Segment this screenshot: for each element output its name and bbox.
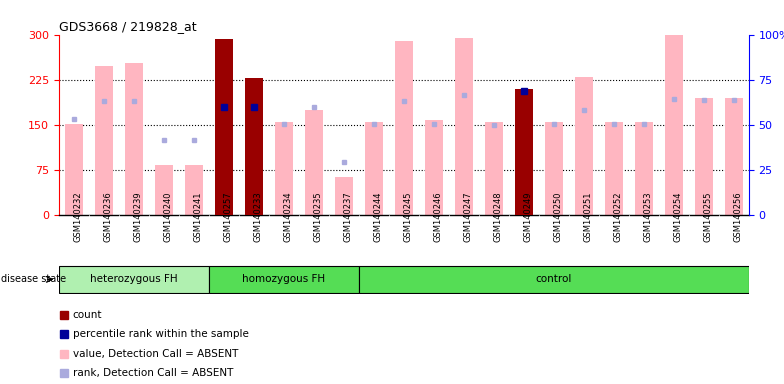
Text: heterozygous FH: heterozygous FH xyxy=(90,274,178,285)
Text: GSM140249: GSM140249 xyxy=(524,191,533,242)
Text: GSM140233: GSM140233 xyxy=(254,191,263,242)
Text: GSM140244: GSM140244 xyxy=(374,191,383,242)
Bar xyxy=(635,122,653,215)
Bar xyxy=(515,89,533,215)
Text: GSM140248: GSM140248 xyxy=(494,191,503,242)
Bar xyxy=(604,122,622,215)
Bar xyxy=(245,78,263,215)
Text: GSM140253: GSM140253 xyxy=(644,191,653,242)
Bar xyxy=(274,122,292,215)
Bar xyxy=(724,98,742,215)
Text: GSM140232: GSM140232 xyxy=(74,191,83,242)
Bar xyxy=(185,164,203,215)
Bar xyxy=(59,266,209,293)
Bar xyxy=(209,266,359,293)
Bar xyxy=(395,41,412,215)
Text: GSM140250: GSM140250 xyxy=(554,191,563,242)
Bar xyxy=(545,122,563,215)
Bar xyxy=(95,66,113,215)
Text: GSM140252: GSM140252 xyxy=(614,191,622,242)
Text: GSM140235: GSM140235 xyxy=(314,191,323,242)
Bar xyxy=(359,266,749,293)
Text: GSM140257: GSM140257 xyxy=(223,191,233,242)
Bar xyxy=(485,122,503,215)
Bar xyxy=(515,89,533,215)
Text: percentile rank within the sample: percentile rank within the sample xyxy=(73,329,249,339)
Text: GSM140254: GSM140254 xyxy=(673,191,683,242)
Text: GSM140247: GSM140247 xyxy=(464,191,473,242)
Text: homozygous FH: homozygous FH xyxy=(242,274,325,285)
Bar xyxy=(365,122,383,215)
Text: rank, Detection Call = ABSENT: rank, Detection Call = ABSENT xyxy=(73,368,233,378)
Bar xyxy=(125,63,143,215)
Bar xyxy=(245,78,263,215)
Text: GSM140251: GSM140251 xyxy=(584,191,593,242)
Text: GSM140245: GSM140245 xyxy=(404,191,412,242)
Text: count: count xyxy=(73,310,102,320)
Bar xyxy=(695,98,713,215)
Text: GSM140237: GSM140237 xyxy=(343,191,353,242)
Text: GSM140241: GSM140241 xyxy=(194,191,203,242)
Text: GSM140246: GSM140246 xyxy=(434,191,443,242)
Bar xyxy=(455,38,473,215)
Text: value, Detection Call = ABSENT: value, Detection Call = ABSENT xyxy=(73,349,238,359)
Bar xyxy=(215,40,233,215)
Bar xyxy=(335,177,353,215)
Text: disease state: disease state xyxy=(1,274,66,285)
Bar xyxy=(425,120,443,215)
Bar xyxy=(305,110,323,215)
Bar xyxy=(665,35,683,215)
Text: GSM140236: GSM140236 xyxy=(103,191,113,242)
Text: GSM140240: GSM140240 xyxy=(164,191,172,242)
Bar xyxy=(154,164,172,215)
Text: control: control xyxy=(535,274,572,285)
Text: GSM140239: GSM140239 xyxy=(134,191,143,242)
Bar xyxy=(65,124,83,215)
Bar xyxy=(575,77,593,215)
Text: GSM140255: GSM140255 xyxy=(704,191,713,242)
Text: GSM140256: GSM140256 xyxy=(734,191,742,242)
Text: GSM140234: GSM140234 xyxy=(284,191,292,242)
Text: GDS3668 / 219828_at: GDS3668 / 219828_at xyxy=(59,20,197,33)
Bar xyxy=(215,40,233,215)
